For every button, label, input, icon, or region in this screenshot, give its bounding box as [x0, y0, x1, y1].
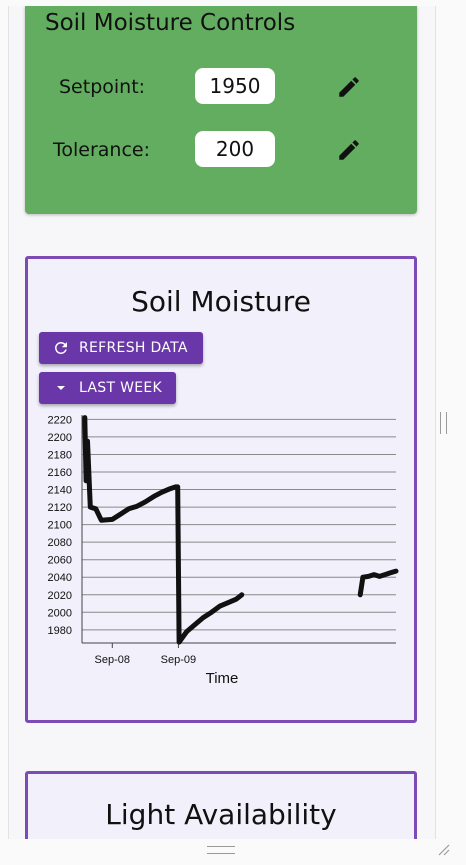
- setpoint-value[interactable]: 1950: [195, 68, 275, 104]
- y-tick-label: 2080: [48, 537, 72, 549]
- refresh-data-button[interactable]: REFRESH DATA: [39, 332, 203, 364]
- edit-setpoint-button[interactable]: [336, 74, 362, 100]
- pencil-icon: [339, 77, 359, 97]
- bottom-resize-handle[interactable]: [207, 846, 235, 854]
- soil-moisture-controls-card: Soil Moisture Controls Setpoint: 1950 To…: [25, 6, 417, 214]
- soil-moisture-chart: 2220 2200 2180 2160 2140 2120 2100 2080 2060 2040…: [48, 414, 399, 687]
- y-tick-label: 2160: [48, 467, 72, 479]
- y-tick-label: 2020: [48, 590, 72, 602]
- y-tick-label: 2100: [48, 520, 72, 532]
- y-tick-label: 2180: [48, 449, 72, 461]
- pencil-icon: [339, 140, 359, 160]
- tolerance-label: Tolerance:: [53, 139, 151, 161]
- x-axis-label: Time: [206, 670, 239, 687]
- caret-down-icon: [51, 382, 71, 394]
- light-availability-title: Light Availability: [105, 798, 337, 831]
- refresh-icon: [51, 339, 71, 357]
- y-tick-label: 1980: [48, 625, 72, 637]
- soil-moisture-card: Soil Moisture REFRESH DATA LAST WEEK 222…: [25, 256, 417, 723]
- y-tick-label: 2000: [48, 607, 72, 619]
- y-tick-label: 2200: [48, 432, 72, 444]
- edit-tolerance-button[interactable]: [336, 137, 362, 163]
- time-range-label: LAST WEEK: [79, 380, 163, 396]
- setpoint-label: Setpoint:: [59, 76, 146, 98]
- side-resize-handle[interactable]: [440, 412, 447, 434]
- series-line: [357, 568, 399, 598]
- y-tick-label: 2040: [48, 572, 72, 584]
- controls-title: Soil Moisture Controls: [45, 10, 296, 36]
- chart-title: Soil Moisture: [131, 285, 311, 318]
- y-tick-label: 2120: [48, 502, 72, 514]
- x-tick-label: Sep-08: [95, 654, 130, 666]
- y-tick-label: 2220: [48, 414, 72, 426]
- light-availability-card: Light Availability: [25, 771, 417, 839]
- x-tick-label: Sep-09: [161, 654, 196, 666]
- app-frame: Soil Moisture Controls Setpoint: 1950 To…: [8, 6, 436, 839]
- y-tick-label: 2140: [48, 485, 72, 497]
- resize-grip-icon[interactable]: [436, 842, 450, 856]
- tolerance-value[interactable]: 200: [195, 131, 275, 167]
- y-tick-label: 2060: [48, 555, 72, 567]
- refresh-data-label: REFRESH DATA: [79, 340, 188, 356]
- series-line: [82, 415, 245, 645]
- time-range-dropdown[interactable]: LAST WEEK: [39, 372, 176, 404]
